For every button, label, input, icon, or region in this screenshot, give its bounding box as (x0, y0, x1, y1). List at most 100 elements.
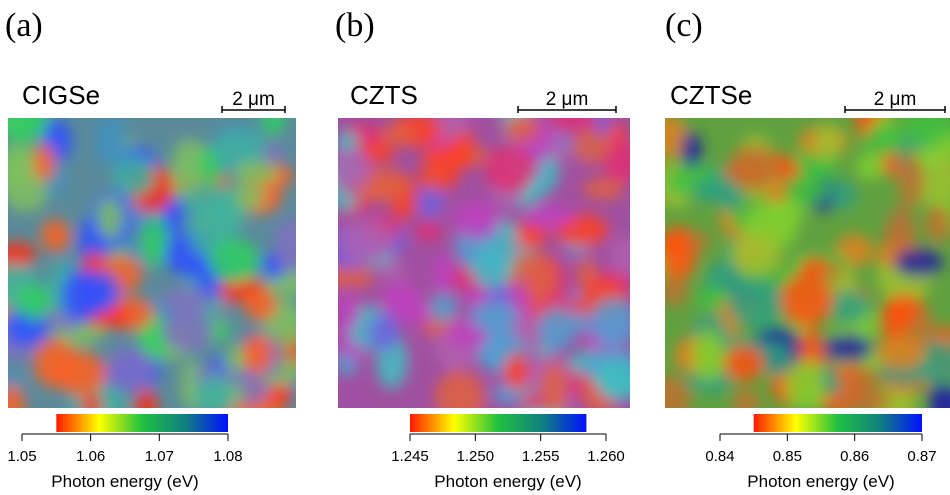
grain (539, 362, 569, 408)
material-label: CZTSe (670, 80, 752, 110)
panel: (a) CIGSe 2 μm 1.05 1.06 1.07 1.08 Photon energ… (5, 7, 296, 491)
grain (470, 245, 513, 289)
panel-letter: (a) (5, 7, 43, 44)
colorbar (410, 414, 587, 432)
scale-bar (844, 106, 946, 113)
tick-label: 0.86 (840, 448, 869, 465)
grain (784, 360, 828, 408)
tick-label: 0.87 (907, 448, 936, 465)
grain (234, 185, 266, 210)
grain (429, 293, 458, 323)
grain (434, 118, 469, 140)
grain (360, 141, 395, 163)
map (665, 118, 950, 408)
grain (828, 290, 871, 324)
grain (113, 155, 155, 197)
grain (106, 346, 155, 393)
grain (338, 292, 360, 329)
grain (727, 277, 784, 328)
axis-label: Photon energy (eV) (747, 472, 894, 491)
grain (827, 180, 858, 209)
grain (781, 273, 832, 328)
grain (814, 123, 842, 160)
map (8, 118, 296, 408)
grain (8, 310, 49, 347)
grain (380, 123, 416, 146)
grain (260, 118, 286, 136)
grain (763, 341, 791, 377)
grain (691, 177, 736, 203)
grain (81, 394, 103, 408)
scale-bar-label: 2 μm (874, 89, 917, 110)
grain (839, 388, 891, 408)
scale-bar (221, 106, 286, 113)
grain (732, 388, 760, 408)
tick-label: 1.250 (457, 448, 495, 465)
grain (8, 118, 49, 145)
grain (582, 178, 625, 200)
grain (243, 333, 271, 375)
grain (338, 148, 372, 194)
grain (484, 146, 537, 193)
scale-bar (517, 106, 617, 113)
grain (141, 213, 169, 267)
grain (213, 129, 267, 168)
grain (33, 338, 77, 388)
grain (17, 283, 52, 321)
grain (538, 307, 577, 351)
grain (33, 144, 56, 182)
grain (897, 154, 925, 209)
grain (242, 288, 277, 322)
panel: (b) CZTS 2 μm 1.245 1.250 1.255 1.260 Photon en… (335, 7, 630, 491)
grain (691, 330, 725, 382)
tick-label: 1.245 (391, 448, 429, 465)
grain (863, 124, 906, 155)
grain (686, 231, 710, 252)
scale-bar-label: 2 μm (232, 89, 275, 110)
grain (855, 152, 884, 181)
grain (8, 144, 42, 192)
grain (902, 118, 950, 144)
grain (161, 286, 212, 315)
colorbar (56, 414, 229, 432)
grain (414, 221, 442, 242)
grain (270, 383, 293, 407)
grain (8, 384, 26, 408)
grain (924, 204, 950, 243)
grain (232, 160, 279, 186)
scale-bar-label: 2 μm (546, 89, 589, 110)
tick-label: 1.260 (587, 448, 625, 465)
panel-letter: (b) (335, 7, 375, 44)
grain (730, 233, 781, 276)
axis-label: Photon energy (eV) (434, 472, 581, 491)
grain (435, 370, 485, 408)
grain (359, 167, 410, 203)
grain (823, 333, 872, 362)
tick-label: 0.84 (705, 448, 734, 465)
grain (433, 253, 454, 294)
grain (135, 388, 158, 408)
grain (782, 174, 829, 205)
grain (96, 196, 124, 240)
grain (503, 353, 529, 390)
grain (194, 374, 234, 408)
grain (680, 131, 703, 172)
grain (881, 300, 910, 346)
grain (847, 364, 879, 396)
grain (799, 257, 830, 279)
tick-label: 1.06 (76, 448, 105, 465)
panel-letter: (c) (665, 7, 703, 44)
tick-label: 1.07 (145, 448, 174, 465)
grain (368, 312, 400, 352)
tick-label: 0.85 (773, 448, 802, 465)
grain (504, 118, 540, 142)
grain (40, 219, 71, 253)
grain (273, 217, 296, 273)
grain (722, 345, 765, 382)
grain (421, 144, 473, 173)
grain (399, 303, 437, 324)
grain (419, 185, 442, 219)
axis-label: Photon energy (eV) (51, 472, 198, 491)
grain (469, 300, 520, 333)
map-blobs (338, 118, 630, 408)
